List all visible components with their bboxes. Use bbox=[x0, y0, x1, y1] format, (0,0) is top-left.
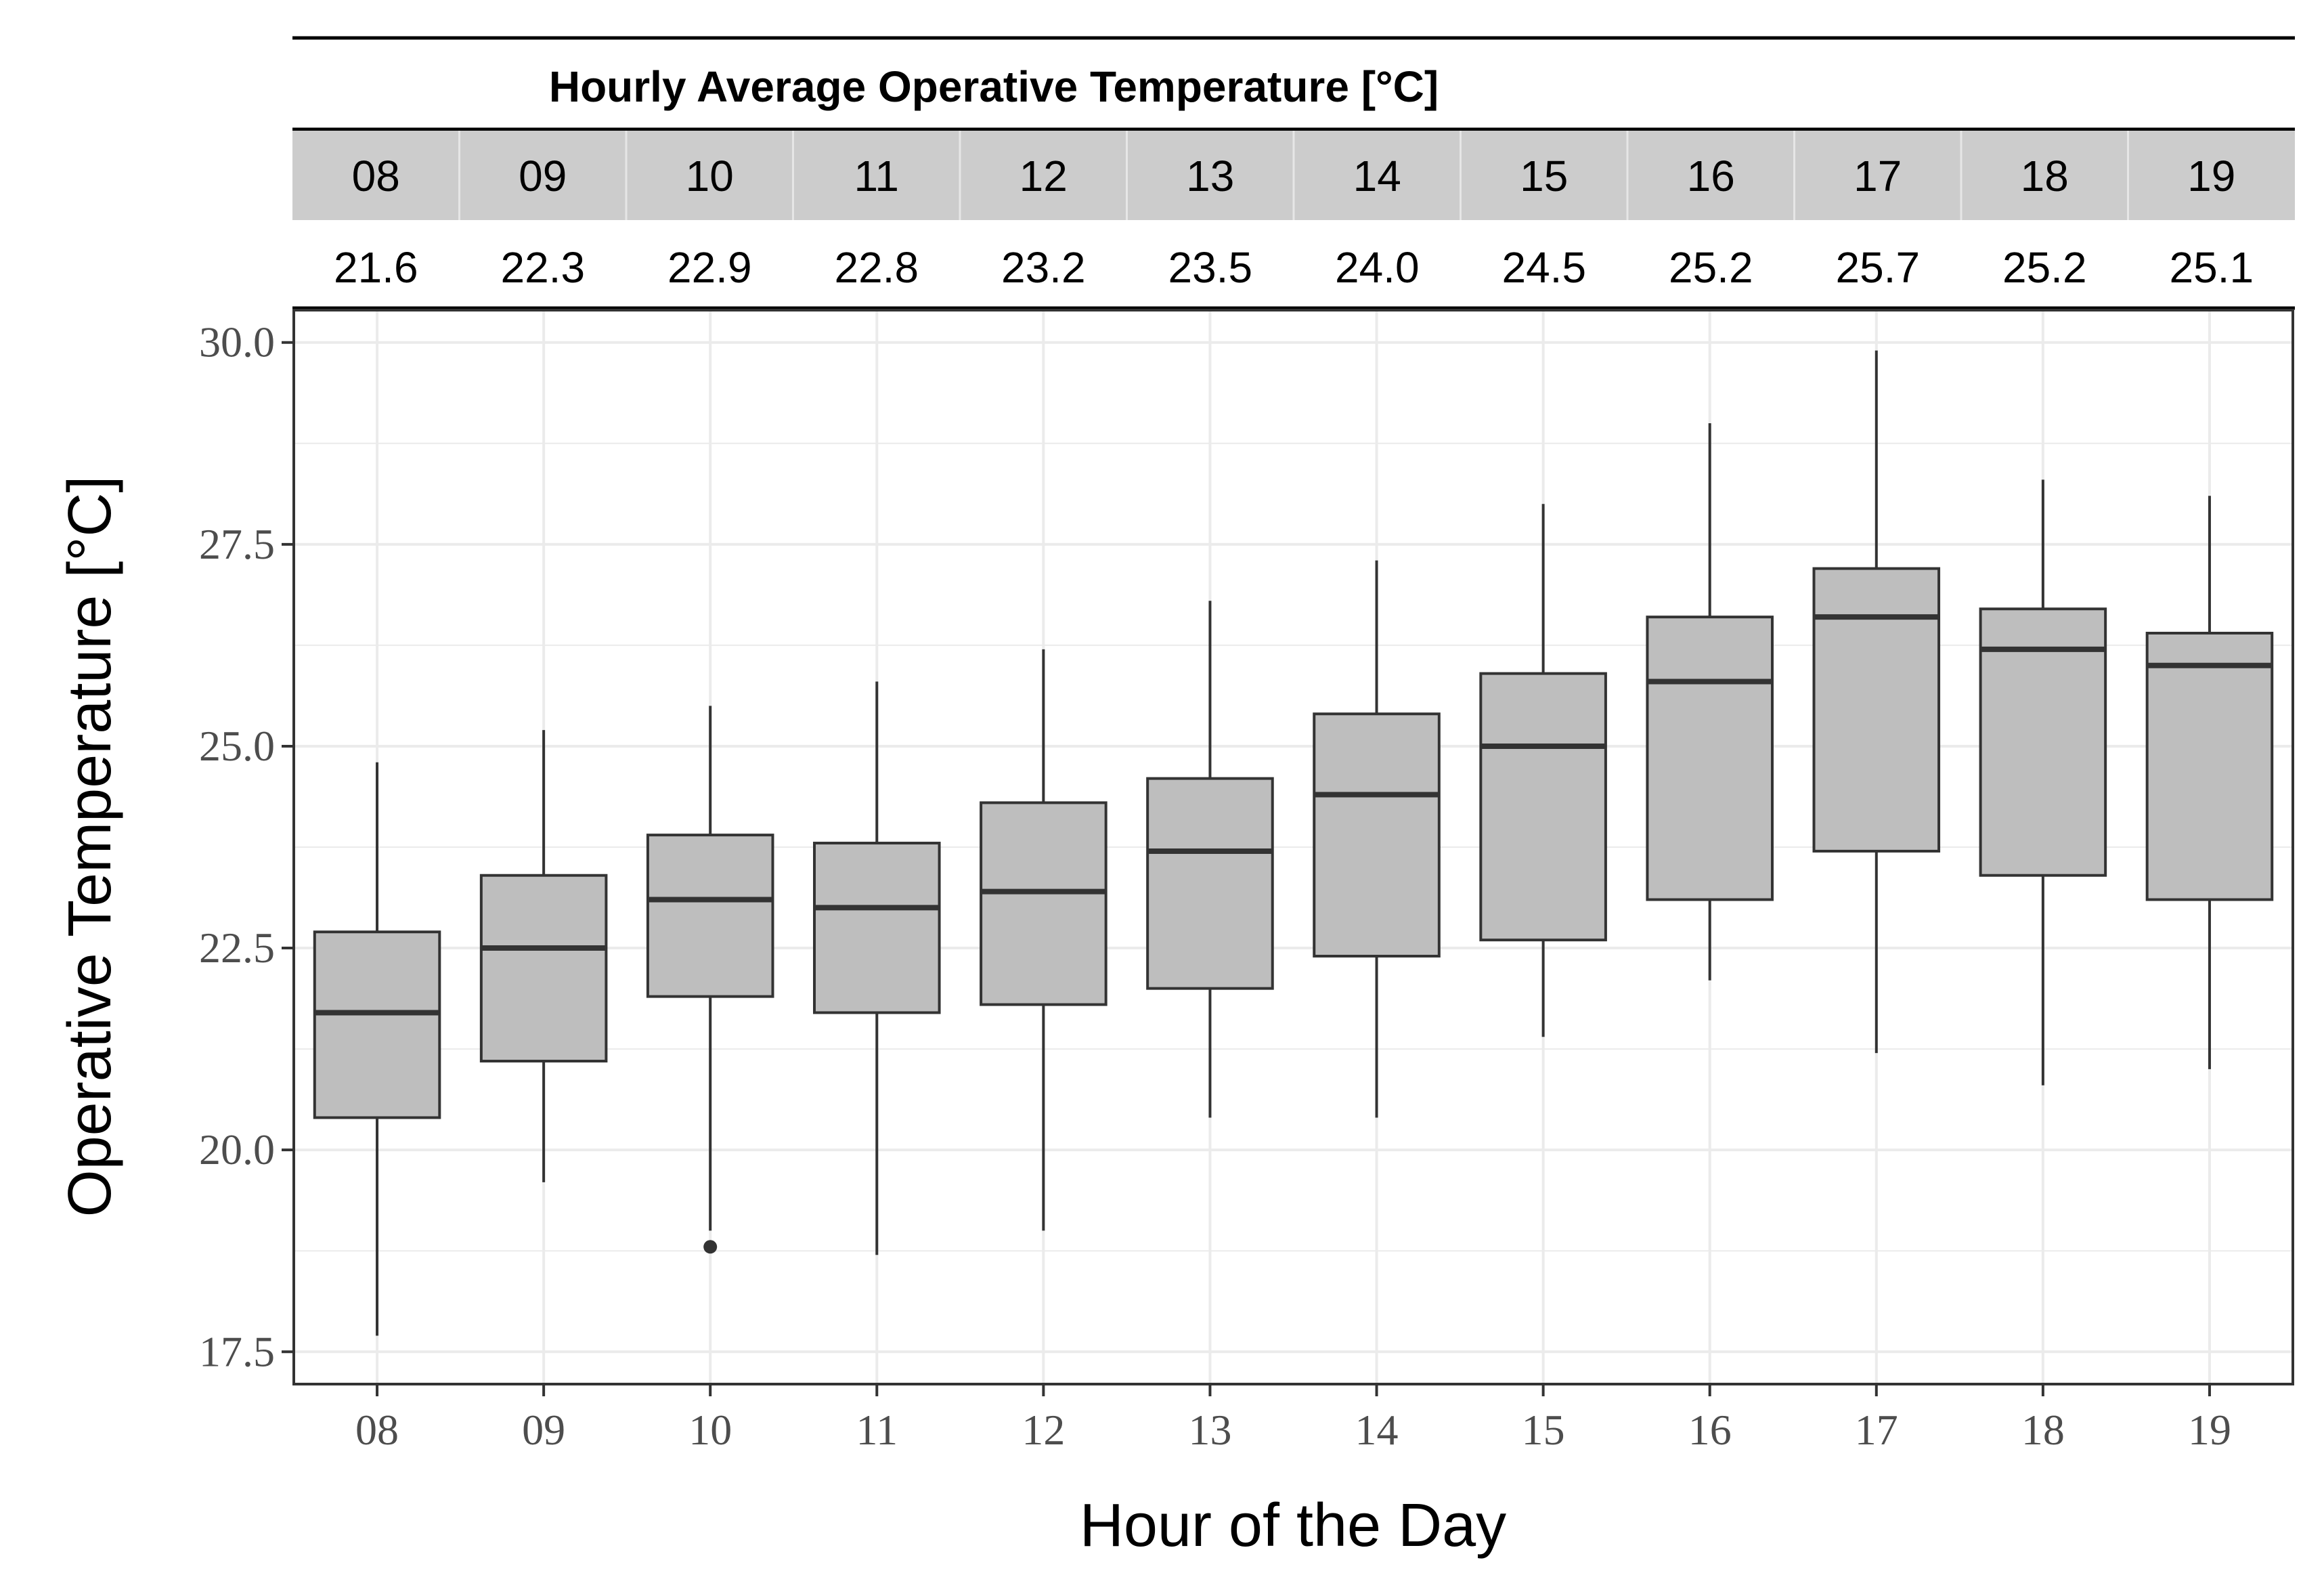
table-hour-16: 16 bbox=[1687, 152, 1735, 200]
box-iqr bbox=[980, 801, 1108, 1006]
box-11 bbox=[813, 681, 941, 1255]
box-iqr bbox=[479, 874, 608, 1063]
x-tick-label-09: 09 bbox=[522, 1406, 565, 1454]
table-average-08: 21.6 bbox=[334, 243, 418, 292]
table-average-17: 25.7 bbox=[1835, 243, 1920, 292]
table-hour-19: 19 bbox=[2187, 152, 2235, 200]
box-iqr bbox=[313, 930, 441, 1119]
box-iqr bbox=[1146, 777, 1274, 990]
x-tick-label-15: 15 bbox=[1522, 1406, 1565, 1454]
table-average-16: 25.2 bbox=[1669, 243, 1753, 292]
x-axis-title: Hour of the Day bbox=[1080, 1492, 1506, 1559]
table-average-14: 24.0 bbox=[1335, 243, 1420, 292]
outlier-point bbox=[703, 1240, 718, 1254]
y-tick-label: 17.5 bbox=[199, 1327, 275, 1375]
table-average-18: 25.2 bbox=[2002, 243, 2087, 292]
table-average-12: 23.2 bbox=[1001, 243, 1086, 292]
table-average-19: 25.1 bbox=[2169, 243, 2254, 292]
table-hour-13: 13 bbox=[1186, 152, 1234, 200]
hourly-average-cells: 21.6 22.3 22.9 22.8 23.2 23.5 24.0 24.5 25.2 25.7… bbox=[334, 243, 2254, 292]
x-tick-label-12: 12 bbox=[1022, 1406, 1065, 1454]
y-tick-label: 30.0 bbox=[199, 318, 275, 366]
table-hour-08: 08 bbox=[352, 152, 400, 200]
table-hour-15: 15 bbox=[1520, 152, 1568, 200]
table-hour-11: 11 bbox=[854, 152, 899, 200]
y-tick-label: 25.0 bbox=[199, 722, 275, 770]
x-tick-label-10: 10 bbox=[688, 1406, 732, 1454]
plot-panel bbox=[292, 309, 2294, 1385]
panel-border bbox=[292, 309, 2294, 1385]
table-hour-18: 18 bbox=[2021, 152, 2069, 200]
box-16 bbox=[1646, 423, 1774, 981]
table-title: Hourly Average Operative Temperature [°C… bbox=[549, 62, 1439, 111]
summary-table: Hourly Average Operative Temperature [°C… bbox=[292, 36, 2295, 310]
y-tick-label: 22.5 bbox=[199, 924, 275, 972]
x-tick-label-19: 19 bbox=[2188, 1406, 2231, 1454]
x-tick-label-08: 08 bbox=[355, 1406, 399, 1454]
table-average-13: 23.5 bbox=[1168, 243, 1252, 292]
table-hour-09: 09 bbox=[519, 152, 567, 200]
box-19 bbox=[2145, 496, 2274, 1069]
box-15 bbox=[1479, 504, 1607, 1037]
table-average-09: 22.3 bbox=[500, 243, 585, 292]
box-iqr bbox=[1646, 616, 1774, 901]
table-hour-10: 10 bbox=[686, 152, 734, 200]
table-average-11: 22.8 bbox=[834, 243, 919, 292]
box-08 bbox=[313, 762, 441, 1336]
y-tick-label: 20.0 bbox=[199, 1125, 275, 1174]
x-tick-label-11: 11 bbox=[856, 1406, 898, 1454]
table-average-15: 24.5 bbox=[1501, 243, 1586, 292]
box-14 bbox=[1313, 560, 1441, 1118]
box-13 bbox=[1146, 601, 1274, 1118]
x-tick-label-16: 16 bbox=[1688, 1406, 1732, 1454]
box-10 bbox=[646, 706, 774, 1254]
box-iqr bbox=[1812, 567, 1941, 853]
x-tick-label-17: 17 bbox=[1855, 1406, 1898, 1454]
y-axis: 17.5 20.0 22.5 25.0 27.5 30.0 bbox=[199, 318, 294, 1375]
box-iqr bbox=[1479, 672, 1607, 942]
y-axis-title: Operative Temperature [°C] bbox=[56, 476, 124, 1218]
y-tick-label: 27.5 bbox=[199, 520, 275, 568]
box-12 bbox=[980, 649, 1108, 1231]
x-tick-label-14: 14 bbox=[1355, 1406, 1399, 1454]
x-tick-label-13: 13 bbox=[1188, 1406, 1231, 1454]
box-iqr bbox=[813, 842, 941, 1014]
box-iqr bbox=[1313, 712, 1441, 957]
box-09 bbox=[479, 730, 608, 1182]
table-hour-14: 14 bbox=[1353, 152, 1401, 200]
box-18 bbox=[1979, 479, 2107, 1085]
x-axis: 08 09 10 11 12 13 14 15 16 17 18 19 bbox=[355, 1384, 2231, 1454]
boxplot-series bbox=[313, 350, 2274, 1336]
hour-header-cells: 08 09 10 11 12 13 14 15 16 17 18 19 bbox=[352, 152, 2236, 200]
x-tick-label-18: 18 bbox=[2021, 1406, 2065, 1454]
box-iqr bbox=[646, 834, 774, 998]
table-hour-12: 12 bbox=[1020, 152, 1068, 200]
box-17 bbox=[1812, 350, 1941, 1054]
hour-header-dividers bbox=[458, 131, 2129, 220]
box-iqr bbox=[2145, 631, 2274, 901]
box-iqr bbox=[1979, 607, 2107, 877]
table-average-10: 22.9 bbox=[667, 243, 752, 292]
table-hour-17: 17 bbox=[1854, 152, 1902, 200]
